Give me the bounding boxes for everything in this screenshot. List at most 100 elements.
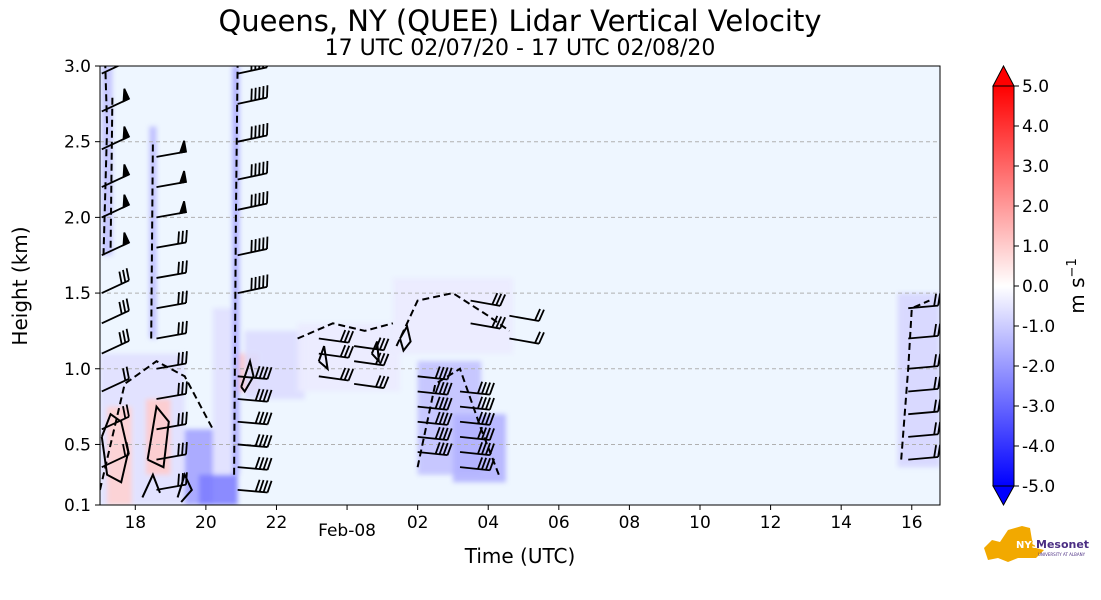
wind-barb [417,441,453,457]
x-tick-label: 02 [407,513,429,533]
wind-barb [156,290,188,310]
wind-barb [459,457,495,472]
velocity-contour-dashed [100,360,214,491]
x-tick-label: 04 [477,513,499,533]
velocity-region [392,277,513,354]
wind-barb [237,191,269,211]
colorbar-label-exponent: −1 [1065,258,1080,277]
chart-subtitle: 17 UTC 02/07/20 - 17 UTC 02/08/20 [324,36,716,61]
svg-text:NYS: NYS [1016,540,1039,551]
wind-barb [156,411,188,431]
wind-barb [101,164,131,188]
y-tick-label: 2.0 [64,208,91,228]
wind-barb [509,331,545,345]
velocity-contour [146,404,170,469]
wind-barb [237,123,269,143]
wind-barb [318,344,355,359]
colorbar-tick-label: -5.0 [1022,477,1055,497]
wind-barb [237,434,273,448]
plot-area [100,66,940,505]
colorbar-tick-label: -3.0 [1022,397,1055,417]
colorbar-tick-label: 3.0 [1022,157,1049,177]
wind-barb [237,411,273,426]
velocity-contour-dashed [102,66,109,256]
wind-barb [101,404,130,431]
wind-barb [156,140,188,158]
wind-barb [459,426,495,441]
x-tick-label: 16 [901,513,923,533]
x-tick-label: 14 [830,513,852,533]
wind-barb [237,365,273,380]
wind-barb [237,236,269,257]
svg-text:Mesonet: Mesonet [1036,538,1089,551]
x-tick-label: 06 [548,513,570,533]
wind-barb [459,441,495,457]
wind-barb [470,315,506,330]
wind-barb [237,85,269,105]
x-tick-label: 12 [760,513,782,533]
velocity-contour-dashed [109,96,114,248]
wind-barb [417,366,453,381]
colorbar-label: m s−1 [1065,258,1089,313]
wind-barb [101,194,131,219]
colorbar-tick-label: 5.0 [1022,77,1049,97]
wind-barb [156,381,188,400]
colorbar-tick-label: 2.0 [1022,197,1049,217]
velocity-contour-dashed [233,66,239,475]
x-tick-label: 20 [195,513,217,533]
x-tick-label: Feb-08 [318,521,376,541]
y-tick-label: 0.1 [64,496,91,516]
wind-barb [318,367,355,382]
velocity-region [198,474,238,505]
velocity-contour [240,357,255,394]
wind-barb [156,320,188,340]
velocity-region [897,293,940,468]
velocity-contour [141,472,161,498]
x-tick-label: 18 [124,513,146,533]
x-tick-label: 10 [689,513,711,533]
colorbar-tick-label: -1.0 [1022,317,1055,337]
wind-barb [156,230,188,249]
colorbar-min-arrow [992,485,1015,507]
wind-barb [156,351,188,370]
wind-barb [101,232,131,257]
y-tick-label: 1.0 [64,360,91,380]
colorbar-gradient [992,85,1015,487]
wind-barb [353,375,390,389]
y-tick-label: 0.5 [64,435,91,455]
colorbar-tick-label: -4.0 [1022,437,1055,457]
wind-barb [509,308,545,322]
plot-frame [99,65,941,506]
wind-barb [101,328,130,355]
y-axis-label: Height (km) [8,226,32,345]
wind-barb [237,274,269,294]
y-tick-label: 1.5 [64,284,91,304]
wind-barb [417,396,453,411]
nys-mesonet-logo: NYS Mesonet UNIVERSITY AT ALBANY [984,526,1089,562]
y-tick-label: 2.5 [64,133,91,153]
wind-barb [101,298,130,325]
wind-barb [318,329,355,344]
wind-barb [417,381,453,396]
wind-barb [353,337,390,352]
colorbar-tick-label: 0.0 [1022,277,1049,297]
velocity-contour-dashed [416,367,500,476]
wind-barb [101,366,130,393]
wind-barb [101,88,131,113]
wind-barb [237,456,273,471]
svg-text:UNIVERSITY AT ALBANY: UNIVERSITY AT ALBANY [1038,552,1086,557]
wind-barb [101,66,121,75]
wind-barb [156,472,188,491]
colorbar-tick-label: 1.0 [1022,237,1049,257]
x-tick-label: 08 [619,513,641,533]
wind-barb [156,260,188,279]
wind-barb [417,426,453,441]
wind-barb [237,479,273,494]
wind-barb [101,126,131,151]
wind-barb [470,292,506,307]
wind-barb [101,442,130,468]
colorbar-tick-label: -2.0 [1022,357,1055,377]
wind-barb [237,388,273,403]
wind-barb [156,170,188,188]
